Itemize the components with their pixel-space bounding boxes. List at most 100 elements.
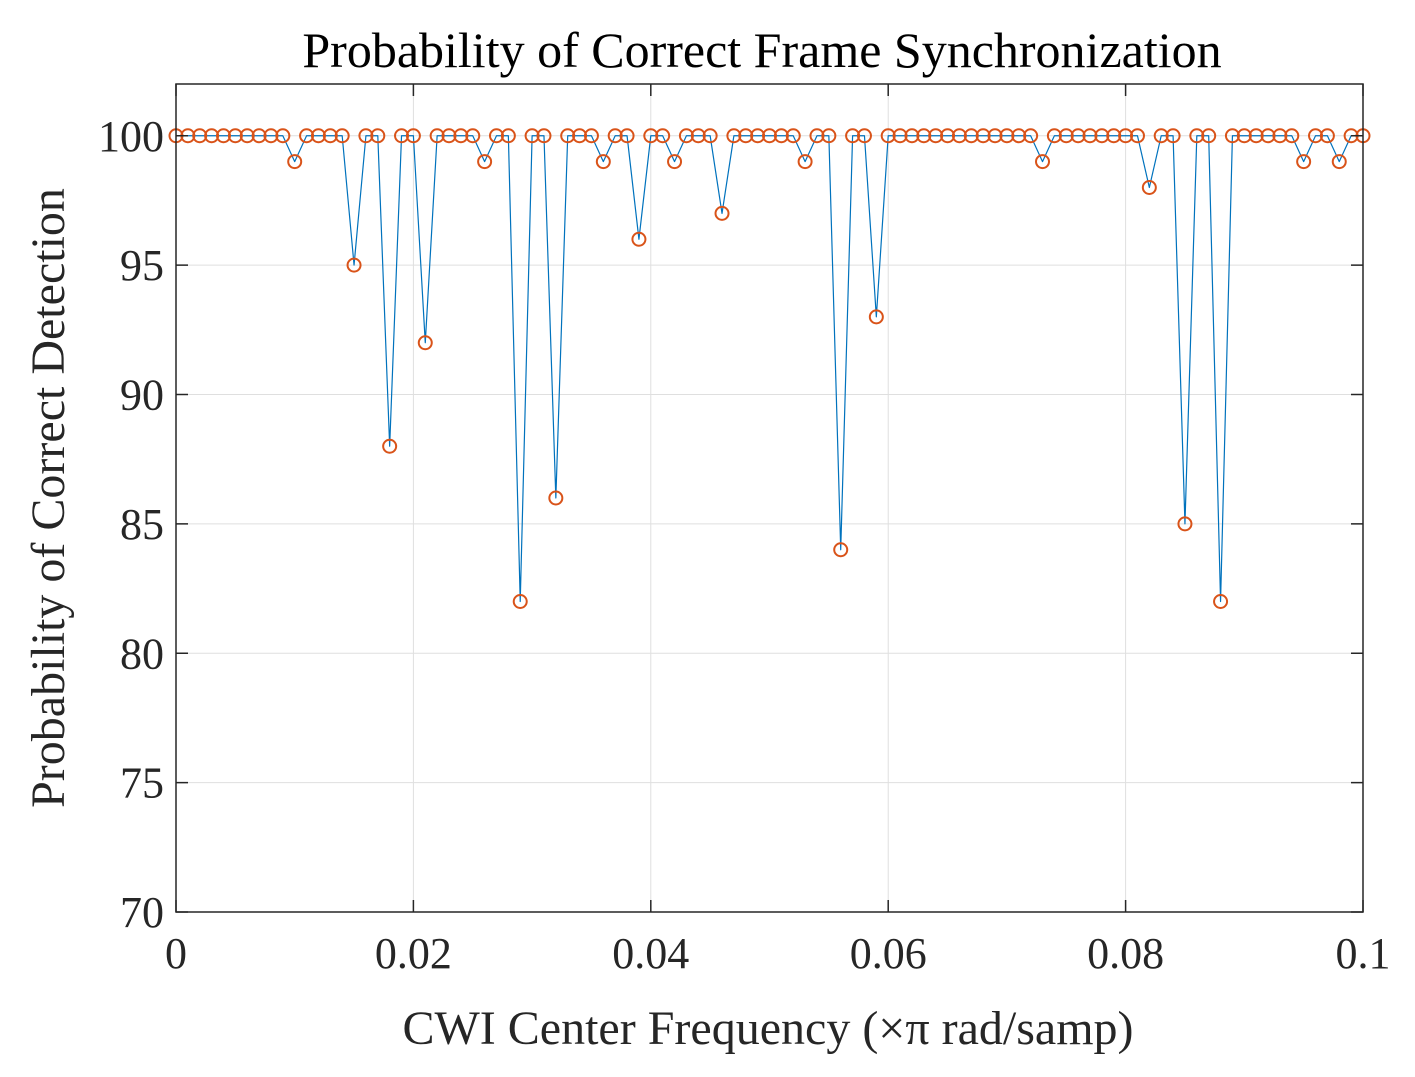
data-point-marker	[750, 128, 766, 144]
data-point-marker	[797, 154, 813, 170]
data-point-marker	[928, 128, 944, 144]
series-line	[176, 135, 1363, 603]
x-tick-label: 0.02	[375, 929, 452, 978]
data-point-marker	[762, 128, 777, 144]
data-point-marker	[678, 128, 694, 144]
data-point-marker	[702, 128, 718, 144]
y-tick-label: 75	[120, 759, 164, 808]
data-point-marker	[1201, 128, 1217, 144]
data-point-marker	[1213, 594, 1229, 609]
data-point-marker	[394, 128, 410, 144]
data-point-marker	[370, 128, 386, 144]
data-point-marker	[204, 128, 220, 144]
data-point-marker	[1118, 128, 1134, 144]
data-point-marker	[821, 128, 837, 144]
data-point-marker	[1106, 128, 1122, 144]
data-point-marker	[1011, 128, 1027, 144]
data-point-marker	[1023, 128, 1039, 144]
y-tick-label: 70	[120, 888, 164, 937]
x-axis-label: CWI Center Frequency (×π rad/samp)	[402, 1002, 1133, 1055]
data-point-marker	[405, 128, 421, 144]
data-point-marker	[358, 128, 374, 144]
data-point-marker	[1189, 128, 1205, 144]
data-point-marker	[1284, 128, 1300, 144]
data-point-marker	[263, 128, 279, 144]
data-point-marker	[880, 128, 896, 144]
data-point-marker	[1236, 128, 1252, 144]
data-point-marker	[500, 128, 516, 144]
data-point-marker	[607, 128, 623, 144]
data-point-marker	[382, 438, 398, 454]
data-point-marker	[1224, 128, 1240, 144]
x-tick-label: 0.04	[612, 929, 689, 978]
data-point-marker	[239, 128, 255, 144]
y-tick-label: 85	[120, 500, 164, 549]
y-tick-label: 95	[120, 241, 164, 290]
x-tick-label: 0	[165, 929, 187, 978]
data-point-marker	[785, 128, 801, 144]
data-point-marker	[287, 154, 303, 170]
data-point-marker	[346, 257, 362, 273]
data-point-marker	[429, 128, 445, 144]
x-tick-label: 0.06	[850, 929, 927, 978]
data-point-marker	[1272, 128, 1288, 144]
data-point-marker	[1082, 128, 1098, 144]
data-point-marker	[892, 128, 908, 144]
data-point-marker	[999, 128, 1015, 144]
data-point-marker	[1094, 128, 1110, 144]
data-point-marker	[963, 128, 979, 144]
x-tick-label: 0.08	[1087, 929, 1164, 978]
data-point-marker	[465, 128, 481, 144]
data-point-marker	[631, 231, 647, 247]
data-point-marker	[1070, 128, 1086, 144]
data-point-marker	[845, 128, 861, 144]
data-point-marker	[833, 542, 849, 558]
data-point-marker	[690, 128, 706, 144]
data-point-marker	[916, 128, 932, 144]
chart-title: Probability of Correct Frame Synchroniza…	[302, 22, 1221, 78]
data-point-marker	[488, 128, 504, 144]
data-point-marker	[1129, 128, 1145, 144]
data-point-marker	[251, 128, 267, 144]
data-point-marker	[655, 128, 671, 144]
data-point-marker	[619, 128, 635, 144]
data-point-marker	[1319, 128, 1335, 144]
data-point-marker	[643, 128, 659, 144]
data-point-marker	[1035, 154, 1051, 170]
data-point-marker	[726, 128, 742, 144]
data-point-marker	[975, 128, 991, 144]
data-point-marker	[868, 309, 884, 325]
data-point-marker	[595, 154, 611, 170]
data-point-marker	[1260, 128, 1276, 144]
data-point-marker	[1058, 128, 1074, 144]
data-point-marker	[773, 128, 789, 144]
data-point-marker	[667, 154, 683, 170]
data-point-marker	[524, 128, 540, 144]
data-point-marker	[322, 128, 338, 144]
data-point-marker	[477, 154, 493, 170]
data-point-marker	[560, 128, 576, 144]
plot-area-border	[175, 83, 1364, 913]
data-point-marker	[1308, 128, 1324, 144]
data-point-marker	[809, 128, 825, 144]
data-point-marker	[192, 128, 208, 144]
data-point-marker	[1248, 128, 1264, 144]
y-tick-label: 80	[120, 629, 164, 678]
data-point-marker	[1046, 128, 1062, 144]
y-tick-label: 100	[98, 112, 164, 161]
data-point-marker	[583, 128, 599, 144]
data-point-marker	[1141, 180, 1157, 195]
data-point-marker	[904, 128, 920, 144]
data-point-marker	[856, 128, 872, 144]
axis-ticks: 0 0.02 0.04 0.06 0.08 0.1 70 75 80 85 90 95 100	[98, 84, 1391, 978]
y-tick-label: 90	[120, 371, 164, 420]
y-axis-label: Probability of Correct Detection	[22, 188, 75, 808]
data-point-marker	[714, 205, 730, 221]
data-point-marker	[738, 128, 754, 144]
data-point-marker	[275, 128, 291, 144]
data-point-marker	[215, 128, 231, 144]
data-point-marker	[417, 335, 433, 351]
data-point-marker	[334, 128, 350, 144]
